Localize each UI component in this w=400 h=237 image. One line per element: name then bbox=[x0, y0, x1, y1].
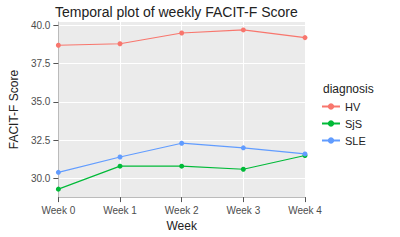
svg-text:Week 4: Week 4 bbox=[288, 205, 322, 216]
svg-text:35.0: 35.0 bbox=[31, 96, 51, 107]
svg-text:37.5: 37.5 bbox=[31, 58, 51, 69]
svg-text:Week: Week bbox=[166, 219, 197, 233]
svg-text:32.5: 32.5 bbox=[31, 135, 51, 146]
svg-text:Week 2: Week 2 bbox=[165, 205, 199, 216]
svg-text:SLE: SLE bbox=[345, 135, 366, 147]
svg-text:Week 3: Week 3 bbox=[226, 205, 260, 216]
svg-text:Temporal plot of weekly FACIT-: Temporal plot of weekly FACIT-F Score bbox=[55, 4, 298, 20]
svg-text:FACIT-F Score: FACIT-F Score bbox=[7, 70, 21, 150]
svg-text:Week 0: Week 0 bbox=[41, 205, 75, 216]
svg-text:Week 1: Week 1 bbox=[103, 205, 137, 216]
svg-text:30.0: 30.0 bbox=[31, 173, 51, 184]
svg-text:40.0: 40.0 bbox=[31, 20, 51, 31]
svg-text:diagnosis: diagnosis bbox=[323, 82, 374, 96]
svg-text:SjS: SjS bbox=[345, 118, 362, 130]
svg-text:HV: HV bbox=[345, 101, 361, 113]
